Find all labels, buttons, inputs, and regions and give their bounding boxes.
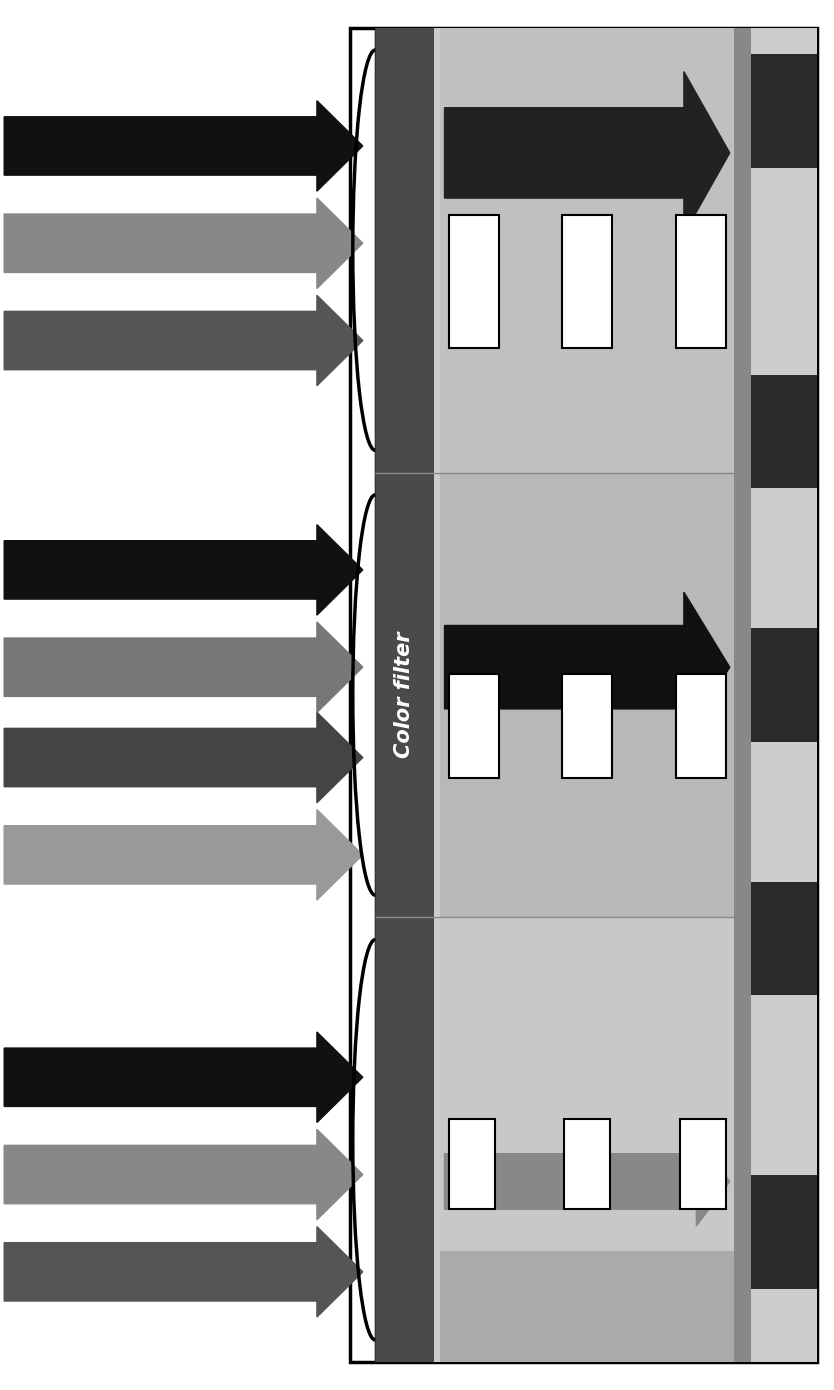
FancyArrow shape — [445, 592, 730, 742]
Bar — [449, 215, 499, 348]
Bar — [751, 628, 817, 742]
FancyArrow shape — [4, 100, 363, 192]
Bar — [676, 215, 726, 348]
Bar — [440, 473, 734, 917]
FancyArrow shape — [4, 295, 363, 386]
Bar — [434, 28, 440, 1362]
Bar — [562, 215, 612, 348]
FancyArrow shape — [445, 1137, 730, 1226]
FancyArrow shape — [445, 71, 730, 234]
Bar — [751, 28, 817, 1362]
Bar — [375, 28, 434, 1362]
Bar — [440, 28, 734, 473]
Bar — [734, 28, 751, 1362]
Bar — [680, 1119, 726, 1209]
FancyArrow shape — [4, 809, 363, 901]
FancyArrow shape — [4, 1129, 363, 1220]
Bar — [562, 674, 612, 778]
FancyArrow shape — [4, 524, 363, 616]
Bar — [564, 1119, 610, 1209]
FancyArrow shape — [4, 712, 363, 803]
FancyArrow shape — [4, 1226, 363, 1318]
Bar — [751, 54, 817, 168]
FancyArrow shape — [4, 197, 363, 289]
Text: Color filter: Color filter — [394, 631, 414, 759]
Bar — [751, 1176, 817, 1289]
Bar — [350, 28, 817, 1362]
Bar — [751, 375, 817, 488]
Bar — [449, 1119, 495, 1209]
FancyArrow shape — [4, 621, 363, 713]
Bar — [751, 881, 817, 995]
FancyArrow shape — [4, 1031, 363, 1123]
Bar — [449, 674, 499, 778]
Bar — [440, 1251, 734, 1362]
Bar — [676, 674, 726, 778]
Bar — [440, 917, 734, 1362]
